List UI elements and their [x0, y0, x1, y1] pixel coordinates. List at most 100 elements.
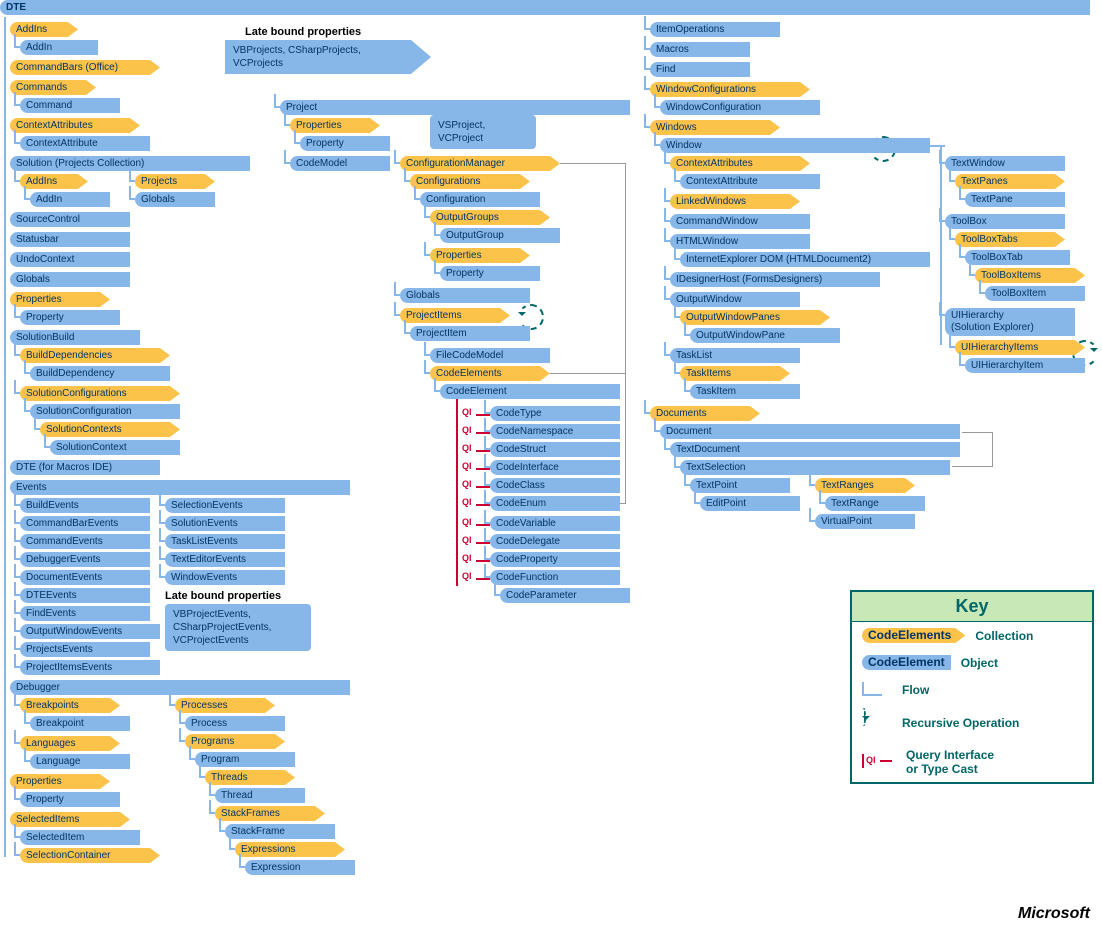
- object-thread: Thread: [215, 788, 305, 803]
- key-title: Key: [852, 592, 1092, 622]
- collection-projects: Projects: [135, 174, 215, 189]
- object-globals: Globals: [10, 272, 130, 287]
- object-textdocument: TextDocument: [670, 442, 960, 457]
- object-configuration: Configuration: [420, 192, 540, 207]
- flow-line: [625, 163, 626, 503]
- object-project: Project: [280, 100, 630, 115]
- object-codemodel: CodeModel: [290, 156, 390, 171]
- object-filecodemodel: FileCodeModel: [430, 348, 550, 363]
- qi-marker: QI: [462, 443, 472, 453]
- collection-addins: AddIns: [10, 22, 78, 37]
- qi-marker: QI: [462, 571, 472, 581]
- collection-commandbars-office-: CommandBars (Office): [10, 60, 160, 75]
- collection-outputwindowpanes: OutputWindowPanes: [680, 310, 830, 325]
- object-codefunction: CodeFunction: [490, 570, 620, 585]
- collection-stackframes: StackFrames: [215, 806, 325, 821]
- object-solutionconfiguration: SolutionConfiguration: [30, 404, 180, 419]
- object-property: Property: [300, 136, 390, 151]
- object-codeproperty: CodeProperty: [490, 552, 620, 567]
- collection-properties: Properties: [10, 292, 110, 307]
- object-globals: Globals: [400, 288, 530, 303]
- collection-contextattributes: ContextAttributes: [670, 156, 810, 171]
- qi-marker: QI: [462, 535, 472, 545]
- object-outputwindow: OutputWindow: [670, 292, 800, 307]
- qi-marker: QI: [462, 407, 472, 417]
- collection-selecteditems: SelectedItems: [10, 812, 130, 827]
- object-process: Process: [185, 716, 285, 731]
- object-codeparameter: CodeParameter: [500, 588, 630, 603]
- collection-addins: AddIns: [20, 174, 88, 189]
- key-object-label: Object: [961, 656, 998, 670]
- late-bound-events-label: Late bound properties: [165, 590, 281, 602]
- object-solutioncontext: SolutionContext: [50, 440, 180, 455]
- collection-languages: Languages: [20, 736, 120, 751]
- object-codevariable: CodeVariable: [490, 516, 620, 531]
- object-stackframe: StackFrame: [225, 824, 335, 839]
- qi-marker: QI: [462, 461, 472, 471]
- collection-windowconfigurations: WindowConfigurations: [650, 82, 810, 97]
- collection-programs: Programs: [185, 734, 285, 749]
- object-projectitemsevents: ProjectItemsEvents: [20, 660, 160, 675]
- object-sourcecontrol: SourceControl: [10, 212, 130, 227]
- collection-linkedwindows: LinkedWindows: [670, 194, 800, 209]
- object-codenamespace: CodeNamespace: [490, 424, 620, 439]
- object-outputgroup: OutputGroup: [440, 228, 560, 243]
- object-documentevents: DocumentEvents: [20, 570, 150, 585]
- collection-toolboxtabs: ToolBoxTabs: [955, 232, 1065, 247]
- object-texteditorevents: TextEditorEvents: [165, 552, 285, 567]
- key-object-sample: CodeElement: [862, 655, 951, 670]
- object-codedelegate: CodeDelegate: [490, 534, 620, 549]
- flow-line: [962, 432, 992, 433]
- flow-line: [550, 373, 625, 374]
- object-breakpoint: Breakpoint: [30, 716, 130, 731]
- collection-outputgroups: OutputGroups: [430, 210, 550, 225]
- object-toolboxitem: ToolBoxItem: [985, 286, 1085, 301]
- qi-marker: QI: [462, 553, 472, 563]
- object-language: Language: [30, 754, 130, 769]
- collection-codeelements: CodeElements: [430, 366, 550, 381]
- collection-processes: Processes: [175, 698, 275, 713]
- collection-solutionconfigurations: SolutionConfigurations: [20, 386, 180, 401]
- object-commandbarevents: CommandBarEvents: [20, 516, 150, 531]
- object-debugger: Debugger: [10, 680, 350, 695]
- object-undocontext: UndoContext: [10, 252, 130, 267]
- object-uihierarchyitem: UIHierarchyItem: [965, 358, 1085, 373]
- key-qi-label: Query Interface or Type Cast: [906, 748, 994, 776]
- object-commandevents: CommandEvents: [20, 534, 150, 549]
- object-codetype: CodeType: [490, 406, 620, 421]
- object-textwindow: TextWindow: [945, 156, 1065, 171]
- collection-commands: Commands: [10, 80, 96, 95]
- collection-configurationmanager: ConfigurationManager: [400, 156, 560, 171]
- object-find: Find: [650, 62, 750, 77]
- collection-properties: Properties: [10, 774, 110, 789]
- object-document: Document: [660, 424, 960, 439]
- object-dteevents: DTEEvents: [20, 588, 150, 603]
- microsoft-logo: Microsoft: [1018, 905, 1090, 923]
- collection-solutioncontexts: SolutionContexts: [40, 422, 180, 437]
- object-property: Property: [20, 792, 120, 807]
- key-recursive-label: Recursive Operation: [902, 716, 1019, 730]
- object-contextattribute: ContextAttribute: [680, 174, 820, 189]
- object-outputwindowpane: OutputWindowPane: [690, 328, 840, 343]
- key-collection-label: Collection: [975, 629, 1033, 643]
- collection-textpanes: TextPanes: [955, 174, 1065, 189]
- collection-contextattributes: ContextAttributes: [10, 118, 140, 133]
- flow-line: [560, 163, 625, 164]
- flow-line: [952, 466, 992, 467]
- object-itemoperations: ItemOperations: [650, 22, 780, 37]
- object-textselection: TextSelection: [680, 460, 950, 475]
- collection-expressions: Expressions: [235, 842, 345, 857]
- object-toolboxtab: ToolBoxTab: [965, 250, 1070, 265]
- object-taskitem: TaskItem: [690, 384, 800, 399]
- object-buildevents: BuildEvents: [20, 498, 150, 513]
- object-virtualpoint: VirtualPoint: [815, 514, 915, 529]
- collection-breakpoints: Breakpoints: [20, 698, 120, 713]
- object-debuggerevents: DebuggerEvents: [20, 552, 150, 567]
- object-macros: Macros: [650, 42, 750, 57]
- object-windowconfiguration: WindowConfiguration: [660, 100, 820, 115]
- object-commandwindow: CommandWindow: [670, 214, 810, 229]
- object-projectsevents: ProjectsEvents: [20, 642, 150, 657]
- object-editpoint: EditPoint: [700, 496, 800, 511]
- collection-projectitems: ProjectItems: [400, 308, 510, 323]
- object-tasklist: TaskList: [670, 348, 800, 363]
